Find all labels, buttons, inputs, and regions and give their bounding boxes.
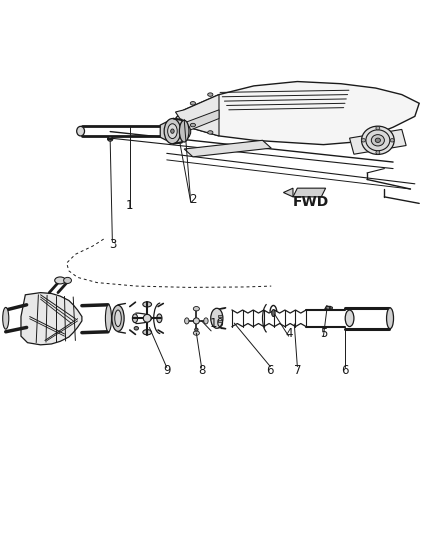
Ellipse shape bbox=[55, 277, 66, 284]
Ellipse shape bbox=[194, 328, 198, 331]
Ellipse shape bbox=[143, 329, 152, 335]
Ellipse shape bbox=[390, 139, 394, 142]
Ellipse shape bbox=[171, 129, 174, 133]
Text: 9: 9 bbox=[163, 364, 170, 377]
Text: 5: 5 bbox=[320, 327, 327, 340]
Ellipse shape bbox=[134, 327, 138, 330]
Ellipse shape bbox=[180, 120, 189, 142]
Text: 6: 6 bbox=[342, 364, 349, 377]
Ellipse shape bbox=[208, 93, 213, 96]
Ellipse shape bbox=[185, 318, 189, 324]
Polygon shape bbox=[293, 188, 325, 197]
Ellipse shape bbox=[371, 135, 385, 146]
Ellipse shape bbox=[361, 139, 365, 142]
Polygon shape bbox=[218, 320, 222, 322]
Text: 3: 3 bbox=[109, 238, 116, 251]
Ellipse shape bbox=[193, 306, 199, 311]
Ellipse shape bbox=[272, 310, 275, 317]
Text: 4: 4 bbox=[285, 327, 293, 340]
Ellipse shape bbox=[208, 131, 213, 134]
Polygon shape bbox=[176, 94, 219, 136]
Ellipse shape bbox=[177, 126, 187, 137]
Polygon shape bbox=[184, 110, 219, 131]
Ellipse shape bbox=[376, 151, 380, 154]
Ellipse shape bbox=[375, 138, 381, 142]
Ellipse shape bbox=[164, 118, 181, 144]
Ellipse shape bbox=[211, 308, 223, 328]
Ellipse shape bbox=[193, 318, 199, 324]
Polygon shape bbox=[218, 315, 222, 317]
Text: 1: 1 bbox=[126, 199, 134, 212]
Ellipse shape bbox=[190, 123, 195, 127]
Ellipse shape bbox=[106, 305, 112, 332]
Ellipse shape bbox=[143, 314, 151, 322]
Text: 6: 6 bbox=[267, 364, 274, 377]
Ellipse shape bbox=[387, 308, 393, 329]
Ellipse shape bbox=[326, 306, 330, 309]
Text: FWD: FWD bbox=[292, 195, 328, 209]
Text: 10: 10 bbox=[209, 317, 224, 329]
Polygon shape bbox=[184, 140, 271, 157]
Ellipse shape bbox=[108, 137, 113, 141]
Ellipse shape bbox=[193, 331, 199, 335]
Text: 2: 2 bbox=[189, 192, 197, 206]
Polygon shape bbox=[176, 82, 419, 144]
Polygon shape bbox=[350, 130, 406, 154]
Ellipse shape bbox=[115, 310, 121, 327]
Ellipse shape bbox=[180, 130, 184, 134]
Polygon shape bbox=[283, 188, 293, 197]
Ellipse shape bbox=[132, 314, 138, 322]
Ellipse shape bbox=[112, 305, 124, 332]
Ellipse shape bbox=[204, 318, 208, 324]
Ellipse shape bbox=[173, 123, 191, 140]
Text: 8: 8 bbox=[198, 364, 205, 377]
Ellipse shape bbox=[345, 310, 354, 327]
Ellipse shape bbox=[376, 126, 380, 130]
Ellipse shape bbox=[190, 102, 195, 105]
Ellipse shape bbox=[366, 130, 390, 151]
Ellipse shape bbox=[143, 302, 152, 307]
Ellipse shape bbox=[77, 126, 85, 136]
Text: 7: 7 bbox=[293, 364, 301, 377]
Polygon shape bbox=[21, 293, 82, 345]
Ellipse shape bbox=[64, 277, 71, 284]
Ellipse shape bbox=[361, 126, 394, 155]
Ellipse shape bbox=[168, 124, 177, 139]
Ellipse shape bbox=[157, 314, 162, 322]
Ellipse shape bbox=[3, 308, 9, 329]
Ellipse shape bbox=[330, 307, 332, 309]
Polygon shape bbox=[160, 118, 184, 144]
